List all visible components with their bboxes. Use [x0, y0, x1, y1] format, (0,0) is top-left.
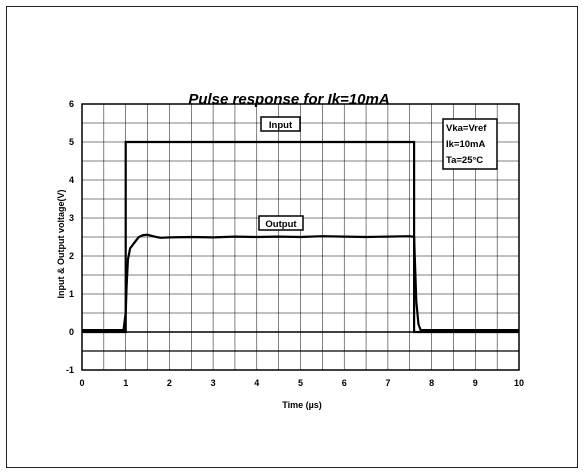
- plot-area-border: [81, 103, 520, 371]
- x-axis-label: Time (µs): [282, 400, 322, 410]
- y-tick-label: 5: [69, 137, 74, 147]
- y-tick-label: 6: [69, 99, 74, 109]
- condition-vka: Vka=Vref: [446, 123, 487, 134]
- x-tick-label: 5: [298, 378, 303, 388]
- output-label: Output: [265, 219, 297, 230]
- x-tick-label: 1: [123, 378, 128, 388]
- input-label: Input: [269, 120, 293, 131]
- y-tick-label: 1: [69, 289, 74, 299]
- condition-ta: Ta=25°C: [446, 155, 483, 166]
- output-label-box: Output: [258, 215, 304, 231]
- chart-title: Pulse response for Ik=10mA: [188, 91, 389, 108]
- y-tick-label: 2: [69, 251, 74, 261]
- y-tick-label: 3: [69, 213, 74, 223]
- x-tick-label: 0: [79, 378, 84, 388]
- y-tick-label: 0: [69, 327, 74, 337]
- x-tick-label: 6: [342, 378, 347, 388]
- x-tick-label: 2: [167, 378, 172, 388]
- condition-ik: Ik=10mA: [446, 139, 485, 150]
- x-tick-label: 7: [385, 378, 390, 388]
- x-tick-label: 9: [473, 378, 478, 388]
- y-axis-label: Input & Output voltage(V): [56, 190, 66, 299]
- series-line-input: [82, 140, 519, 334]
- y-tick-label: -1: [66, 365, 74, 375]
- plot-border: [81, 103, 520, 371]
- x-tick-label: 8: [429, 378, 434, 388]
- y-axis-ticks: -1 0 1 2 3 4 5 6: [66, 99, 74, 375]
- input-label-box: Input: [260, 116, 301, 132]
- series-line-output: [82, 233, 519, 332]
- x-tick-label: 3: [211, 378, 216, 388]
- x-tick-label: 10: [514, 378, 524, 388]
- conditions-box: Vka=Vref Ik=10mA Ta=25°C: [442, 118, 498, 170]
- y-tick-label: 4: [69, 175, 74, 185]
- series-lines: [82, 140, 519, 334]
- x-tick-label: 4: [254, 378, 259, 388]
- x-axis-ticks: 0 1 2 3 4 5 6 7 8 9 10: [79, 378, 524, 388]
